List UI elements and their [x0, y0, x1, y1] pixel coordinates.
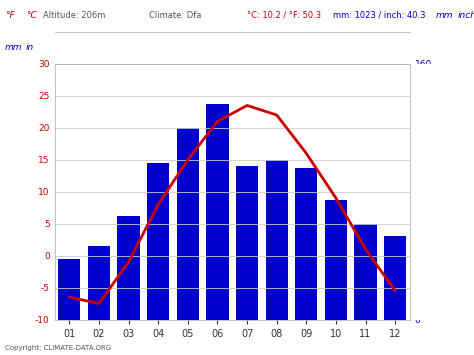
Text: °C: °C [26, 11, 37, 20]
Text: Climate: Dfa: Climate: Dfa [149, 11, 201, 20]
Text: mm: 1023 / inch: 40.3: mm: 1023 / inch: 40.3 [333, 11, 426, 20]
Text: °C: 10.2 / °F: 50.3: °C: 10.2 / °F: 50.3 [247, 11, 321, 20]
Bar [206, 104, 228, 320]
Bar [384, 236, 406, 320]
Bar [88, 246, 110, 320]
Bar [355, 224, 377, 320]
Text: Altitude: 206m: Altitude: 206m [43, 11, 105, 20]
Bar [236, 166, 258, 320]
Bar [147, 163, 169, 320]
Bar [265, 160, 288, 320]
Text: mm: mm [5, 43, 22, 51]
Bar [325, 200, 347, 320]
Text: in: in [26, 43, 34, 51]
Text: mm: mm [436, 11, 454, 20]
Text: inch: inch [457, 11, 474, 20]
Bar [295, 168, 318, 320]
Bar [177, 128, 199, 320]
Text: °F: °F [5, 11, 14, 20]
Bar [58, 259, 81, 320]
Text: Copyright: CLIMATE-DATA.ORG: Copyright: CLIMATE-DATA.ORG [5, 345, 111, 351]
Bar [118, 216, 140, 320]
